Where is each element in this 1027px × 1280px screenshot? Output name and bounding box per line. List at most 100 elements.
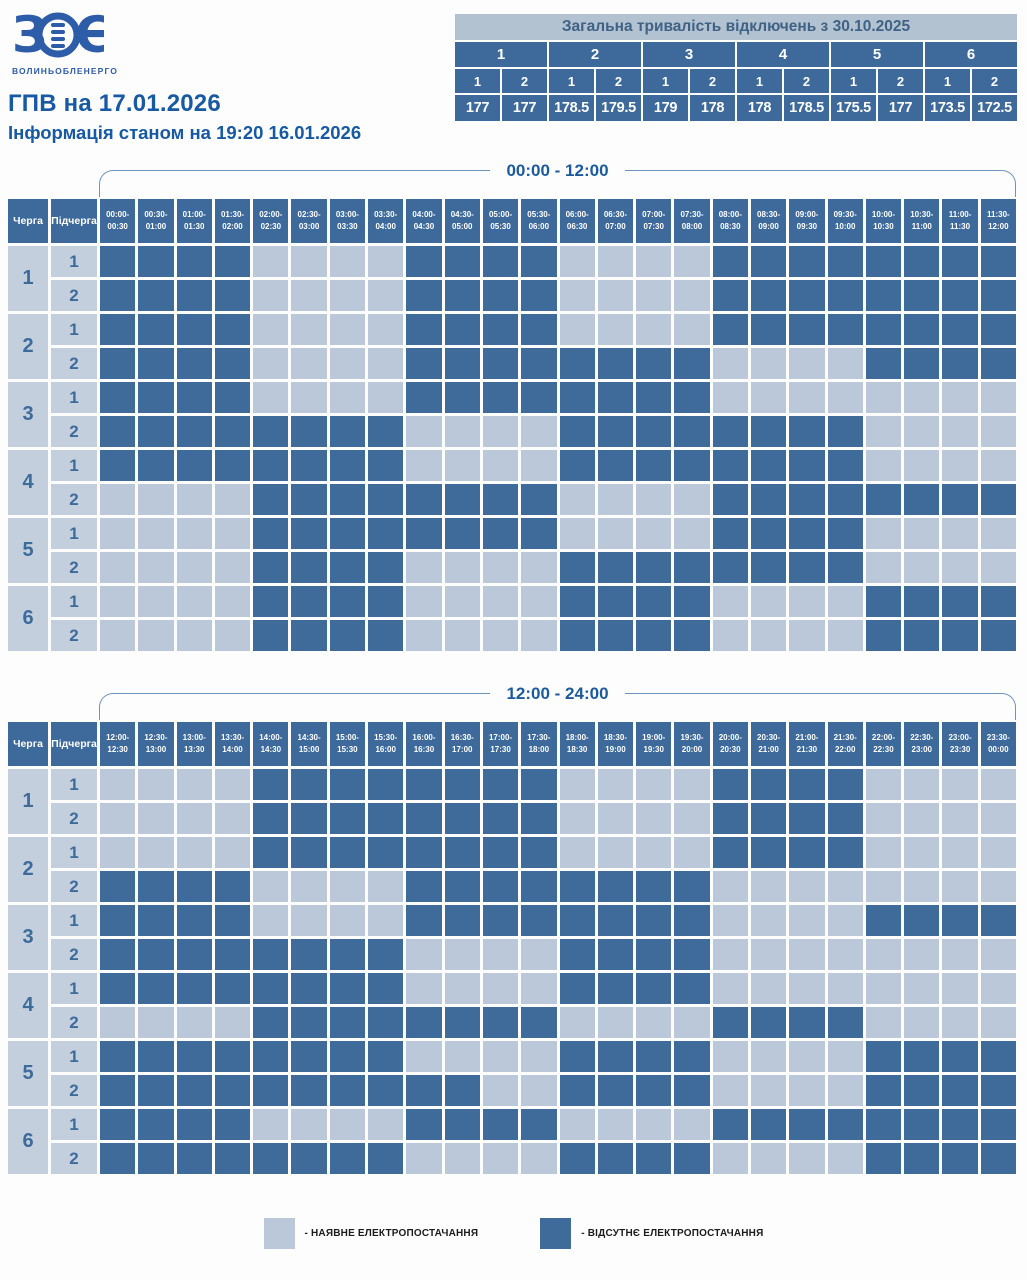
schedule-cell [597,905,634,936]
schedule-cell [253,246,289,277]
schedule-cell [329,314,366,345]
subqueue-label: 2 [51,620,97,651]
schedule-cell [521,280,557,311]
schedule-cell [329,939,366,970]
queue-label: 1 [8,769,48,834]
schedule-cell [636,803,672,834]
schedule-cell [406,416,442,447]
schedule-cell [329,586,366,617]
schedule-cell [597,314,634,345]
schedule-cell [329,973,366,1004]
schedule-cell [865,871,902,902]
schedule-cell [368,1041,404,1072]
schedule-cell [980,1041,1016,1072]
schedule-cell [214,382,251,413]
summary-value-cell: 179 [643,95,688,121]
schedule-cell [368,939,404,970]
schedule-cell [559,939,595,970]
schedule-cell [827,620,863,651]
schedule-cell [712,871,748,902]
schedule-cell [100,837,136,868]
schedule-cell [904,620,940,651]
schedule-cell [100,905,136,936]
schedule-cell [291,939,327,970]
schedule-cell [636,1007,672,1038]
schedule-cell [750,1075,787,1106]
schedule-cell [253,416,289,447]
schedule-cell [559,871,595,902]
schedule-cell [444,1109,480,1140]
schedule-cell [176,1041,212,1072]
schedule-cell [253,1143,289,1174]
queue-label: 5 [8,518,48,583]
schedule-cell [827,871,863,902]
schedule-cell [865,1041,902,1072]
schedule-cell [980,416,1016,447]
schedule-cell [291,803,327,834]
schedule-cell [138,1041,174,1072]
schedule-cell [482,837,519,868]
subqueue-label: 2 [51,348,97,379]
schedule-cell [253,939,289,970]
schedule-table-00-12: 00:00 - 12:00 Черга Підчерга 00:00- 00:30 00… [8,161,1016,651]
schedule-cell [980,620,1016,651]
period-label: 12:00 - 24:00 [490,684,625,704]
time-slot-header: 22:00- 22:30 [865,722,902,766]
schedule-cell [750,552,787,583]
time-slot-header: 19:30- 20:00 [674,722,710,766]
page-title: ГПВ на 17.01.2026 [8,90,221,117]
schedule-cell [597,484,634,515]
summary-subqueue-cell: 2 [972,69,1017,93]
time-slot-header: 06:00- 06:30 [559,199,595,243]
schedule-cell [865,1075,902,1106]
schedule-cell [253,518,289,549]
time-slot-header: 13:30- 14:00 [214,722,251,766]
summary-value-cell: 173.5 [925,95,970,121]
schedule-cell [559,348,595,379]
schedule-cell [482,1041,519,1072]
schedule-cell [482,314,519,345]
schedule-cell [176,552,212,583]
schedule-cell [827,314,863,345]
schedule-cell [482,1075,519,1106]
schedule-cell [865,1143,902,1174]
schedule-cell [329,280,366,311]
schedule-cell [865,1007,902,1038]
schedule-cell [214,620,251,651]
schedule-cell [674,518,710,549]
schedule-cell [176,939,212,970]
schedule-cell [904,552,940,583]
schedule-cell [942,973,978,1004]
schedule-cell [444,484,480,515]
schedule-cell [750,280,787,311]
schedule-cell [865,620,902,651]
schedule-cell [636,973,672,1004]
schedule-cell [865,769,902,800]
schedule-cell [482,518,519,549]
subqueue-label: 1 [51,246,97,277]
schedule-cell [712,837,748,868]
schedule-cell [138,1109,174,1140]
schedule-cell [942,905,978,936]
schedule-cell [674,586,710,617]
time-slot-header: 08:00- 08:30 [712,199,748,243]
schedule-cell [636,1143,672,1174]
schedule-cell [750,1007,787,1038]
summary-subqueue-cell: 2 [784,69,829,93]
schedule-cell [444,416,480,447]
schedule-cell [368,803,404,834]
schedule-cell [253,769,289,800]
schedule-cell [559,246,595,277]
schedule-cell [406,837,442,868]
schedule-cell [100,382,136,413]
legend-label: - ВІДСУТНЄ ЕЛЕКТРОПОСТАЧАННЯ [581,1228,764,1239]
schedule-cell [176,280,212,311]
schedule-cell [444,939,480,970]
schedule-cell [138,769,174,800]
schedule-cell [750,939,787,970]
schedule-cell [636,1109,672,1140]
subqueue-label: 2 [51,1075,97,1106]
time-slot-header: 17:30- 18:00 [521,722,557,766]
schedule-cell [904,837,940,868]
schedule-cell [789,484,825,515]
